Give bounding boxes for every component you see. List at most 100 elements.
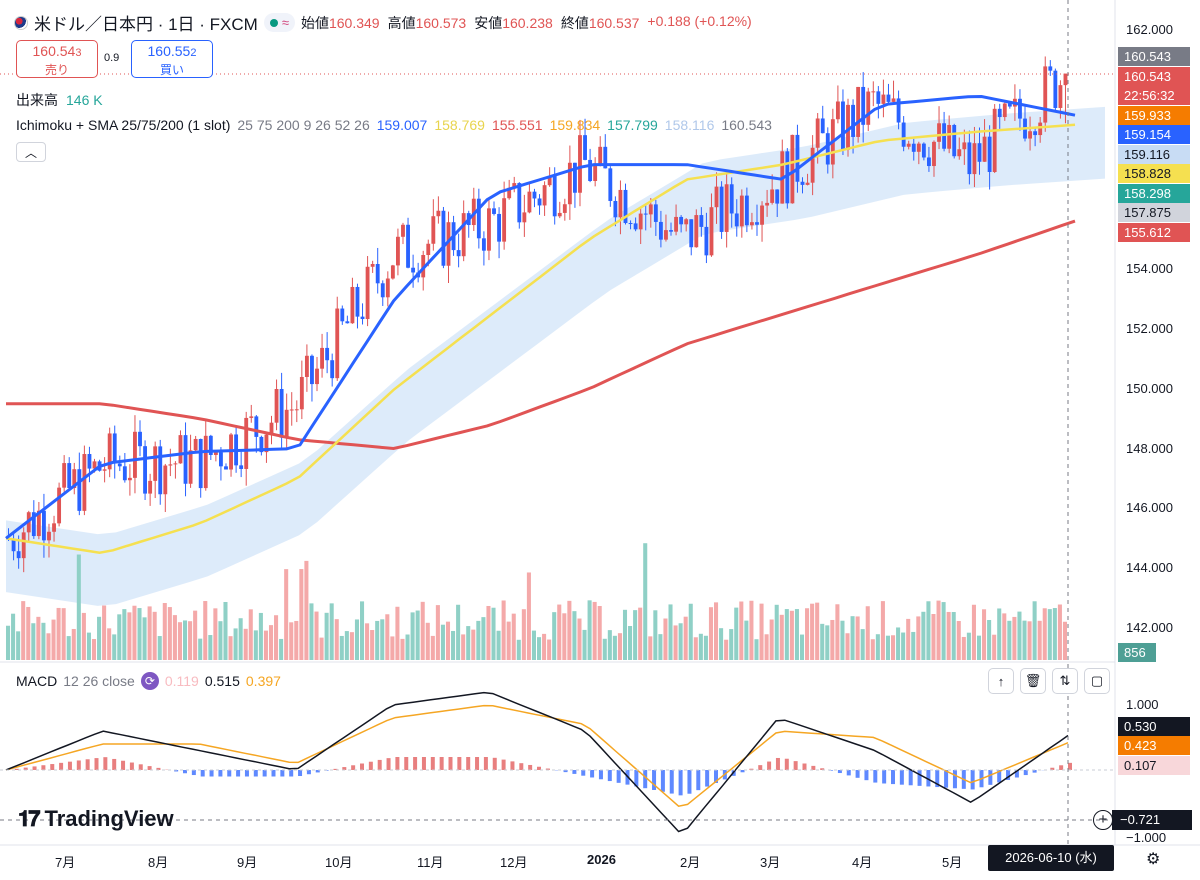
candle-body xyxy=(1053,70,1058,108)
macd-hist-bar xyxy=(705,770,710,787)
volume-bar xyxy=(951,612,956,660)
candle-body xyxy=(254,416,259,437)
symbol-header[interactable]: 米ドル／日本円 · 1日 · FXCM ≈ 始値160.349 高値160.57… xyxy=(14,10,752,35)
volume-bar xyxy=(223,601,228,660)
volume-bar xyxy=(365,623,370,660)
macd-hist-bar xyxy=(660,770,665,792)
time-tick: 2月 xyxy=(680,855,701,870)
candle-body xyxy=(77,469,82,511)
macd-hist-bar xyxy=(448,757,453,770)
maximize-pane-button[interactable]: ▢ xyxy=(1084,668,1110,694)
candle-body xyxy=(694,215,699,248)
candle-body xyxy=(588,159,593,181)
volume-legend[interactable]: 出来高 146 K xyxy=(16,90,103,110)
candle-body xyxy=(815,118,820,148)
candle-body xyxy=(325,347,330,361)
macd-legend[interactable]: MACD 12 26 close ⟳ 0.119 0.515 0.397 xyxy=(16,672,281,690)
volume-bar xyxy=(268,625,274,660)
candle-body xyxy=(284,409,289,438)
collapse-pane-button[interactable]: ⇅ xyxy=(1052,668,1078,694)
volume-bar xyxy=(451,630,456,660)
indicator-value-6: 158.116 xyxy=(664,117,715,133)
candle-body xyxy=(1063,73,1068,86)
macd-hist-bar xyxy=(439,757,444,770)
candle-body xyxy=(406,224,410,268)
candle-body xyxy=(390,265,395,279)
candle-body xyxy=(937,123,941,142)
time-tick: 12月 xyxy=(500,855,528,870)
time-tick: 2026 xyxy=(587,852,616,867)
candle-body xyxy=(719,186,724,232)
pane-toolbar: ↑ 🗑 ⇅ ▢ xyxy=(988,668,1110,694)
candle-body xyxy=(750,222,754,226)
volume-bar xyxy=(961,636,966,660)
volume-bar xyxy=(172,615,177,660)
candle-body xyxy=(765,202,770,206)
candle-body xyxy=(846,104,850,150)
volume-bar xyxy=(208,635,213,660)
volume-bar xyxy=(36,616,41,660)
volume-bar xyxy=(506,621,511,660)
candle-body xyxy=(871,91,876,93)
macd-hist-bar xyxy=(563,770,568,773)
volume-bar xyxy=(830,619,835,660)
add-plus-icon[interactable]: + xyxy=(1093,810,1113,830)
volume-bar xyxy=(526,572,531,660)
market-status[interactable]: ≈ xyxy=(263,13,295,32)
symbol-title[interactable]: 米ドル／日本円 · 1日 · FXCM xyxy=(34,15,258,34)
volume-bar xyxy=(719,628,724,660)
candle-body xyxy=(967,142,972,175)
macd-hist-bar xyxy=(767,761,772,770)
indicator-value-1: 159.007 xyxy=(376,117,428,133)
macd-hist-bar xyxy=(1023,770,1028,776)
candle-body xyxy=(729,184,734,214)
volume-bar xyxy=(921,611,926,660)
settings-gear-icon[interactable]: ⚙ xyxy=(1146,851,1161,868)
candle-body xyxy=(87,454,92,469)
candle-body xyxy=(760,205,764,225)
candle-body xyxy=(982,136,987,162)
volume-bar xyxy=(966,632,971,660)
open-label: 始値 xyxy=(300,14,329,31)
candle-body xyxy=(532,191,537,199)
volume-bar xyxy=(329,603,334,660)
macd-hist-bar xyxy=(351,765,356,770)
macd-hist-bar xyxy=(156,767,161,770)
volume-bar xyxy=(521,609,526,660)
indicator-legend[interactable]: Ichimoku + SMA 25/75/200 (1 slot) 25 75 … xyxy=(16,117,772,133)
volume-bar xyxy=(698,633,703,660)
buy-price-sup: 2 xyxy=(190,47,197,59)
volume-bar xyxy=(1007,620,1012,660)
sell-button[interactable]: 160.543 売り xyxy=(16,40,98,78)
candle-body xyxy=(522,212,527,223)
volume-bar xyxy=(668,604,673,660)
buy-button[interactable]: 160.552 買い xyxy=(131,40,213,78)
candle-body xyxy=(997,108,1002,118)
collapse-legend-button[interactable]: ︿ xyxy=(16,142,46,162)
macd-hist-bar xyxy=(678,770,683,796)
volume-bar xyxy=(354,619,359,660)
macd-hist-bar xyxy=(404,757,409,770)
volume-bar xyxy=(61,608,66,660)
macd-hist-bar xyxy=(76,760,81,770)
cloud-area xyxy=(6,106,1105,606)
delete-pane-button[interactable]: 🗑 xyxy=(1020,668,1046,694)
high-value: 160.573 xyxy=(415,14,467,31)
volume-bar xyxy=(531,630,536,660)
move-pane-up-button[interactable]: ↑ xyxy=(988,668,1014,694)
macd-hist-bar xyxy=(244,770,249,777)
candle-body xyxy=(674,216,678,232)
candle-body xyxy=(310,355,314,385)
volume-bar xyxy=(941,602,946,660)
refresh-icon[interactable]: ⟳ xyxy=(140,672,159,690)
volume-bar xyxy=(314,611,319,660)
moving-averages xyxy=(5,94,1076,554)
volume-bar xyxy=(445,621,451,660)
volume-bar xyxy=(339,635,344,660)
candle-body xyxy=(143,446,147,494)
macd-hist-bar xyxy=(1006,770,1011,780)
volume-bar xyxy=(213,608,218,660)
candle-body xyxy=(805,182,810,185)
price-tag: 160.543 xyxy=(1118,47,1190,66)
